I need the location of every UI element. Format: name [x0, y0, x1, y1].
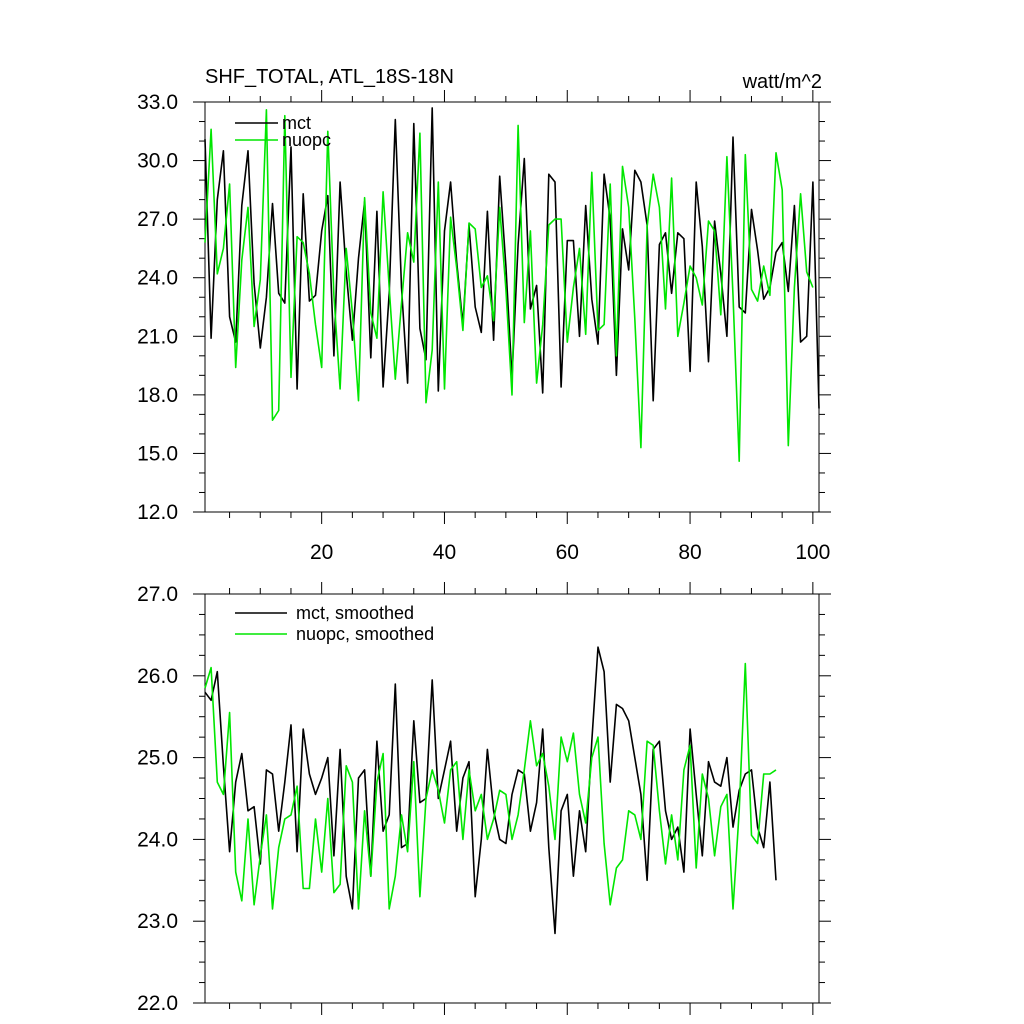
series-line-nuopc: [204, 109, 814, 463]
x-tick-label: 100: [795, 541, 830, 564]
y-tick-label: 22.0: [137, 992, 178, 1015]
y-tick-label: 15.0: [137, 442, 178, 465]
legend-label: nuopc: [282, 130, 331, 150]
x-tick-label: 20: [310, 541, 333, 564]
x-tick-label: 40: [433, 541, 456, 564]
top-panel: SHF_TOTAL, ATL_18S-18N watt/m^2 12.0 15.0…: [137, 66, 831, 564]
y-tick-label: 18.0: [137, 384, 178, 407]
y-tick-label: 25.0: [137, 747, 178, 770]
bottom-panel: 22.0 23.0 24.0 25.0 26.0 27.0 mct, smoothednu…: [137, 582, 831, 1015]
series-line-mct-smoothed: [204, 646, 777, 935]
y-tick-label: 12.0: [137, 501, 178, 524]
x-tick-label: 80: [678, 541, 701, 564]
x-tick-label: 60: [556, 541, 579, 564]
y-tick-label: 27.0: [137, 208, 178, 231]
y-tick-label: 21.0: [137, 325, 178, 348]
series-line-nuopc-smoothed: [204, 662, 777, 910]
top-panel-title: SHF_TOTAL, ATL_18S-18N: [205, 66, 454, 88]
top-panel-series: [204, 107, 820, 463]
top-panel-frame: [204, 101, 820, 513]
top-panel-unit-label: watt/m^2: [742, 71, 822, 93]
y-tick-label: 23.0: [137, 910, 178, 933]
y-tick-label: 24.0: [137, 828, 178, 851]
y-tick-label: 33.0: [137, 91, 178, 114]
bottom-panel-ticks: 22.0 23.0 24.0 25.0 26.0 27.0: [137, 582, 831, 1015]
y-tick-label: 26.0: [137, 665, 178, 688]
legend-label: mct, smoothed: [296, 603, 414, 623]
y-tick-label: 27.0: [137, 583, 178, 606]
legend-label: mct: [282, 113, 311, 133]
top-panel-ticks: 12.0 15.0 18.0 21.0 24.0 27.0 30.0 33.0 20 40 60 80…: [137, 90, 831, 564]
bottom-panel-series: [204, 646, 777, 935]
legend-label: nuopc, smoothed: [296, 624, 434, 644]
y-tick-label: 30.0: [137, 150, 178, 173]
y-tick-label: 24.0: [137, 267, 178, 290]
